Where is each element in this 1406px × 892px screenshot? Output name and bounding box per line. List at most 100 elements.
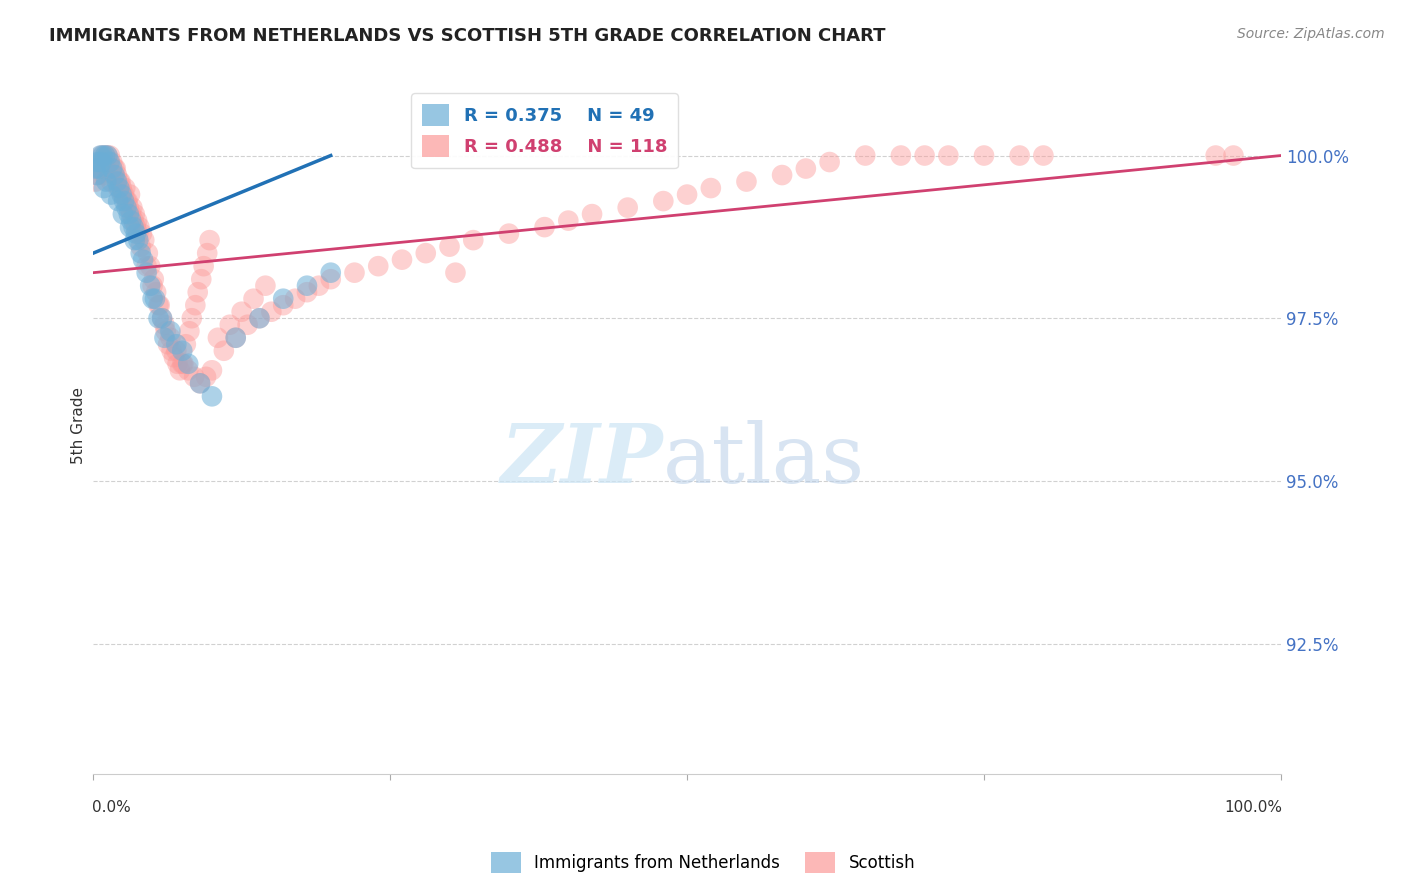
Point xyxy=(84,161,107,176)
Point xyxy=(177,363,200,377)
Y-axis label: 5th Grade: 5th Grade xyxy=(72,387,86,464)
Point xyxy=(616,201,638,215)
Point xyxy=(101,161,124,176)
Point xyxy=(853,148,876,162)
Point xyxy=(160,343,183,358)
Point xyxy=(139,278,162,293)
Point xyxy=(254,278,277,293)
Text: atlas: atlas xyxy=(664,420,866,500)
Point xyxy=(100,187,122,202)
Point xyxy=(107,194,129,208)
Point xyxy=(91,155,114,169)
Point xyxy=(150,311,173,326)
Point xyxy=(142,272,165,286)
Point xyxy=(90,148,112,162)
Point xyxy=(114,181,136,195)
Point xyxy=(104,161,127,176)
Legend: Immigrants from Netherlands, Scottish: Immigrants from Netherlands, Scottish xyxy=(484,846,922,880)
Point xyxy=(367,259,389,273)
Point xyxy=(135,266,157,280)
Point xyxy=(557,213,579,227)
Point xyxy=(463,233,485,247)
Point xyxy=(188,376,211,391)
Point xyxy=(249,311,271,326)
Point xyxy=(391,252,413,267)
Point xyxy=(156,337,179,351)
Point xyxy=(201,363,224,377)
Point xyxy=(112,194,135,208)
Point xyxy=(127,227,149,241)
Point xyxy=(111,207,134,221)
Point xyxy=(165,337,187,351)
Point xyxy=(122,213,145,227)
Point xyxy=(127,233,149,247)
Point xyxy=(105,168,128,182)
Point xyxy=(120,207,142,221)
Point xyxy=(415,246,437,260)
Point xyxy=(652,194,675,208)
Point xyxy=(169,363,191,377)
Point xyxy=(207,331,229,345)
Point xyxy=(110,175,132,189)
Point xyxy=(319,266,342,280)
Point xyxy=(165,343,187,358)
Point xyxy=(145,285,167,300)
Point xyxy=(1205,148,1227,162)
Point xyxy=(149,298,172,312)
Point xyxy=(190,272,212,286)
Point xyxy=(187,285,209,300)
Point xyxy=(127,213,149,227)
Point xyxy=(132,252,155,267)
Text: 100.0%: 100.0% xyxy=(1225,800,1282,815)
Point xyxy=(236,318,259,332)
Point xyxy=(100,175,122,189)
Point xyxy=(172,357,194,371)
Point xyxy=(159,331,181,345)
Point xyxy=(96,148,118,162)
Text: ZIP: ZIP xyxy=(501,420,664,500)
Point xyxy=(343,266,366,280)
Point xyxy=(444,266,467,280)
Point xyxy=(938,148,960,162)
Point xyxy=(124,233,146,247)
Point xyxy=(118,201,141,215)
Point xyxy=(89,155,111,169)
Point xyxy=(131,227,153,241)
Point xyxy=(735,175,758,189)
Point xyxy=(97,155,120,169)
Point xyxy=(103,168,125,182)
Point xyxy=(125,227,148,241)
Point xyxy=(166,357,188,371)
Point xyxy=(135,259,157,273)
Point xyxy=(143,292,166,306)
Point xyxy=(498,227,520,241)
Point xyxy=(242,292,264,306)
Point xyxy=(122,220,145,235)
Point xyxy=(124,207,146,221)
Point xyxy=(271,292,294,306)
Point xyxy=(84,175,107,189)
Point xyxy=(98,148,121,162)
Point xyxy=(108,175,131,189)
Point xyxy=(914,148,936,162)
Point xyxy=(96,175,118,189)
Point xyxy=(94,148,117,162)
Point xyxy=(89,161,111,176)
Point xyxy=(101,155,124,169)
Point xyxy=(96,148,118,162)
Point xyxy=(225,331,247,345)
Point xyxy=(1222,148,1244,162)
Point xyxy=(155,324,177,338)
Point xyxy=(163,351,186,365)
Point xyxy=(87,155,110,169)
Point xyxy=(533,220,555,235)
Point xyxy=(86,168,108,182)
Point xyxy=(818,155,841,169)
Point xyxy=(700,181,723,195)
Point xyxy=(118,207,141,221)
Point xyxy=(89,161,111,176)
Point xyxy=(139,259,162,273)
Point xyxy=(129,246,152,260)
Point xyxy=(111,187,134,202)
Point xyxy=(231,304,253,318)
